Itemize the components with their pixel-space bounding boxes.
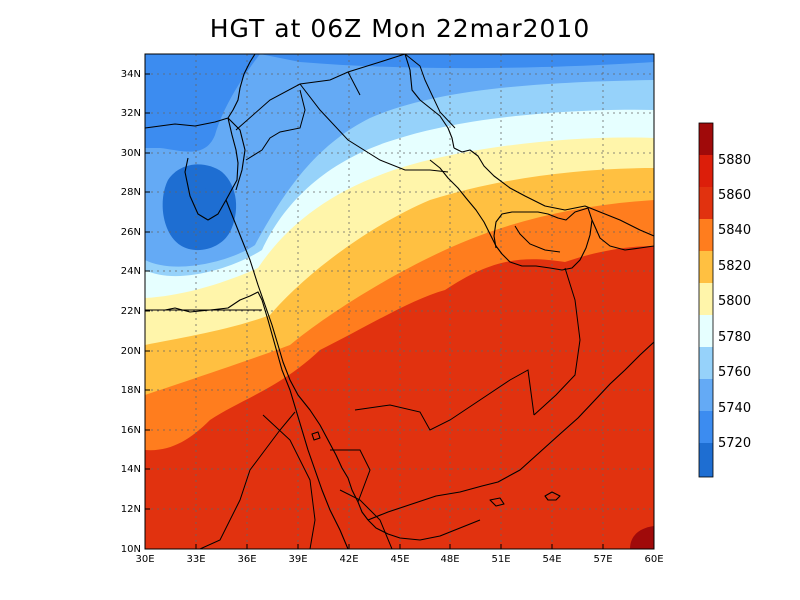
colorbar-cell <box>699 123 713 155</box>
x-tick-label: 36E <box>237 554 256 565</box>
colorbar: 5880 5860 5840 5820 5800 5780 5760 5740 … <box>698 122 751 478</box>
y-tick-label: 12N <box>121 504 141 515</box>
x-tick-label: 30E <box>135 554 154 565</box>
map-title: HGT at 06Z Mon 22mar2010 <box>209 14 591 43</box>
band-5900 <box>630 526 654 549</box>
colorbar-label: 5860 <box>718 188 751 203</box>
colorbar-label: 5880 <box>718 153 751 168</box>
colorbar-label: 5780 <box>718 330 751 345</box>
borders <box>145 54 581 549</box>
y-tick-label: 10N <box>121 544 141 555</box>
colorbar-cell <box>699 347 713 379</box>
colorbar-cell <box>699 283 713 315</box>
x-tick-label: 45E <box>390 554 409 565</box>
colorbar-label: 5800 <box>718 294 751 309</box>
colorbar-label: 5820 <box>718 259 751 274</box>
y-tick-label: 34N <box>121 69 141 80</box>
colorbar-cell <box>699 379 713 411</box>
y-tick-label: 22N <box>121 306 141 317</box>
colorbar-cell <box>699 155 713 187</box>
y-tick-label: 16N <box>121 425 141 436</box>
x-axis-ticks: 30E 33E 36E 39E 42E 45E 48E 51E 54E 57E … <box>135 544 664 565</box>
band-5880 <box>145 246 654 549</box>
y-tick-label: 14N <box>121 464 141 475</box>
coastlines <box>145 54 654 549</box>
x-tick-label: 54E <box>542 554 561 565</box>
x-tick-label: 42E <box>339 554 358 565</box>
y-tick-label: 20N <box>121 346 141 357</box>
band-5700 <box>179 185 216 228</box>
x-tick-label: 51E <box>491 554 510 565</box>
x-tick-label: 39E <box>288 554 307 565</box>
x-tick-label: 60E <box>644 554 663 565</box>
colorbar-label: 5760 <box>718 365 751 380</box>
y-axis-ticks: 10N 12N 14N 16N 18N 20N 22N 24N 26N 28N … <box>121 69 150 555</box>
colorbar-cell <box>699 443 713 477</box>
colorbar-cell <box>699 219 713 251</box>
colorbar-cell <box>699 315 713 347</box>
colorbar-cell <box>699 251 713 283</box>
colorbar-label: 5740 <box>718 401 751 416</box>
y-tick-label: 24N <box>121 266 141 277</box>
colorbar-cell <box>699 187 713 219</box>
x-tick-label: 48E <box>440 554 459 565</box>
y-tick-label: 32N <box>121 108 141 119</box>
x-tick-label: 57E <box>593 554 612 565</box>
x-tick-label: 33E <box>186 554 205 565</box>
colorbar-label: 5720 <box>718 436 751 451</box>
y-tick-label: 28N <box>121 187 141 198</box>
y-tick-label: 18N <box>121 385 141 396</box>
colorbar-label: 5840 <box>718 223 751 238</box>
y-tick-label: 30N <box>121 148 141 159</box>
y-tick-label: 26N <box>121 227 141 238</box>
colorbar-cell <box>699 411 713 443</box>
